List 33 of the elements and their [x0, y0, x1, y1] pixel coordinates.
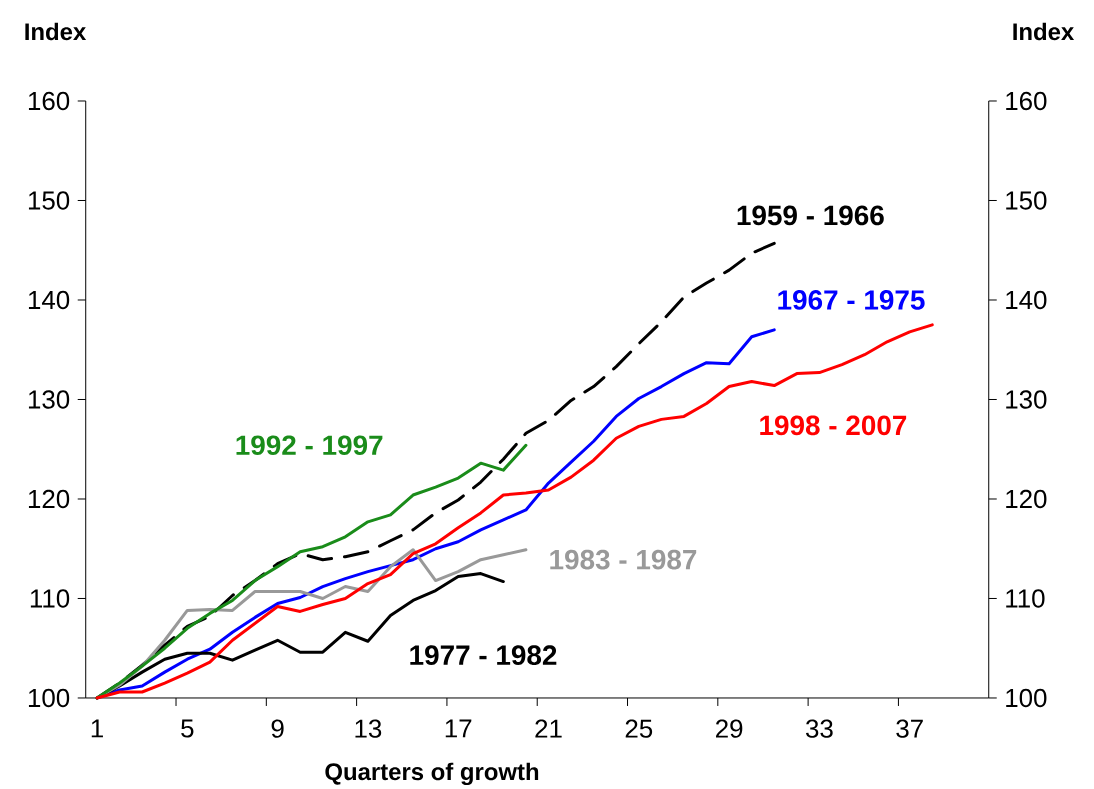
- x-tick-label: 13: [355, 719, 382, 738]
- series-label: 1998 - 2007: [760, 415, 907, 436]
- x-tick-label: 5: [181, 719, 194, 738]
- y2-tick-label: 100: [1006, 688, 1047, 708]
- x-tick-label: 21: [535, 719, 562, 738]
- y2-tick-label: 120: [1006, 489, 1047, 509]
- y-tick-label: 150: [28, 191, 70, 210]
- y-tick-label: 160: [28, 91, 70, 111]
- x-tick-label: 33: [805, 719, 833, 738]
- series-label: 1983 - 1987: [550, 549, 697, 570]
- x-axis-title: Quarters of growth: [325, 762, 539, 786]
- y2-tick-label: 160: [1006, 91, 1047, 111]
- y-tick-label: 130: [28, 390, 70, 409]
- y2-axis-title: Index: [1013, 22, 1075, 41]
- y2-tick-label: 130: [1006, 390, 1047, 409]
- x-tick-label: 25: [625, 719, 653, 738]
- y-tick-label: 110: [30, 589, 70, 608]
- series-label: 1977 - 1982: [410, 645, 557, 666]
- x-tick-label: 37: [896, 719, 923, 738]
- x-tick-label: 9: [271, 719, 284, 738]
- y-tick-label: 140: [28, 290, 70, 310]
- series-label: 1967 - 1975: [778, 290, 925, 310]
- x-tick-label: 17: [445, 719, 472, 738]
- y-axis-title: Index: [25, 22, 87, 41]
- series-label: 1959 - 1966: [737, 205, 884, 226]
- x-tick-label: 29: [716, 719, 743, 738]
- x-tick-label: 1: [91, 719, 103, 738]
- series-label: 1992 - 1997: [236, 435, 383, 456]
- y2-tick-label: 140: [1006, 290, 1047, 310]
- y-tick-label: 120: [28, 489, 70, 509]
- y2-tick-label: 150: [1006, 191, 1047, 210]
- y2-tick-label: 110: [1006, 589, 1045, 608]
- y-tick-label: 100: [28, 688, 70, 708]
